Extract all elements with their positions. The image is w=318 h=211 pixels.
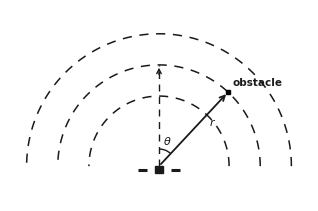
Text: elecfans.com  电子发烧友: elecfans.com 电子发烧友	[113, 210, 205, 211]
Text: obstacle: obstacle	[233, 78, 283, 88]
Bar	[155, 166, 163, 173]
Text: r: r	[210, 118, 215, 128]
Text: θ: θ	[163, 137, 170, 146]
